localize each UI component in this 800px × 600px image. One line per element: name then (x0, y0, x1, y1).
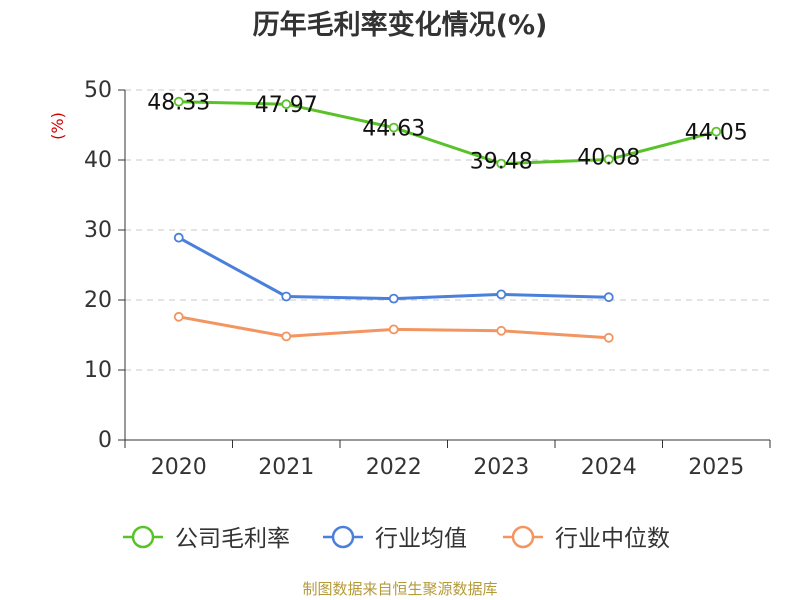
data-point (496, 289, 507, 300)
y-tick-label: 50 (84, 78, 112, 103)
legend-marker (331, 525, 355, 549)
data-label: 48.33 (147, 91, 210, 116)
data-point (388, 293, 399, 304)
data-label: 44.05 (685, 121, 748, 146)
y-tick-label: 10 (84, 358, 112, 383)
y-tick-label: 30 (84, 218, 112, 243)
data-point (603, 332, 614, 343)
data-label-layer: 48.33 47.97 44.63 39.48 40.08 44.05 (147, 91, 747, 175)
data-point (173, 311, 184, 322)
y-tick-label: 0 (98, 428, 112, 453)
data-point (496, 325, 507, 336)
y-axis-label: (%) (48, 112, 67, 140)
x-tick-label: 2023 (473, 455, 529, 480)
data-point (281, 291, 292, 302)
data-label: 40.08 (577, 145, 640, 170)
legend-marker (131, 525, 155, 549)
legend-marker (511, 525, 535, 549)
x-tick-label: 2025 (688, 455, 744, 480)
x-tick-label: 2020 (151, 455, 207, 480)
x-tick-label: 2021 (258, 455, 314, 480)
data-label: 47.97 (255, 93, 318, 118)
axes: 0 10 20 30 40 50 2020 2021 2022 2023 2024 2025 (84, 78, 771, 480)
gridlines (125, 89, 770, 371)
data-point (603, 154, 614, 165)
y-tick-label: 40 (84, 148, 112, 173)
series-line (177, 100, 718, 166)
footer-source: 制图数据来自恒生聚源数据库 (302, 580, 497, 598)
data-point (388, 324, 399, 335)
data-label: 44.63 (362, 117, 425, 142)
data-label: 39.48 (470, 150, 533, 175)
y-tick-label: 20 (84, 288, 112, 313)
data-point (496, 158, 507, 169)
legend: 公司毛利率 行业均值 行业中位数 (123, 525, 670, 552)
legend-label: 行业中位数 (555, 526, 670, 552)
data-point (711, 126, 722, 137)
x-tick-label: 2024 (581, 455, 637, 480)
data-point (173, 96, 184, 107)
chart-title: 历年毛利率变化情况(%) (253, 9, 548, 41)
series-layer (173, 96, 722, 343)
series-line (177, 236, 611, 301)
x-tick-label: 2022 (366, 455, 422, 480)
data-point (603, 292, 614, 303)
legend-label: 公司毛利率 (175, 526, 290, 552)
legend-label: 行业均值 (375, 526, 467, 552)
data-point (173, 232, 184, 243)
data-point (281, 331, 292, 342)
data-point (388, 122, 399, 133)
data-point (281, 99, 292, 110)
